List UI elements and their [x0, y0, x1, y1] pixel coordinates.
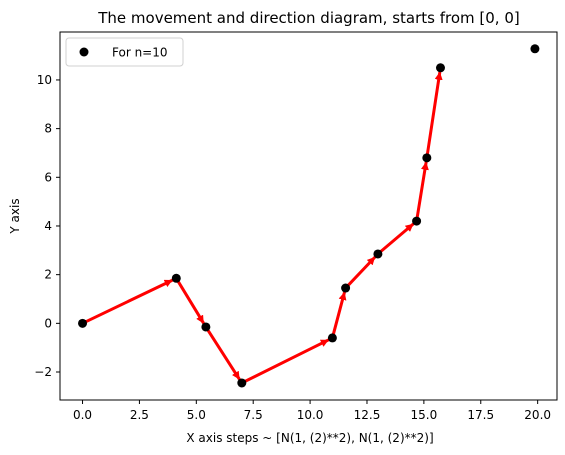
y-tick-label: 8: [44, 122, 52, 136]
y-tick-label: 0: [44, 316, 52, 330]
y-tick-label: 4: [44, 219, 52, 233]
step-arrow: [330, 291, 347, 340]
data-point: [412, 216, 422, 226]
data-point: [341, 283, 351, 293]
y-tick-label: 6: [44, 170, 52, 184]
step-arrow: [344, 256, 376, 290]
legend-box: [65, 37, 184, 67]
step-arrows: [81, 71, 443, 385]
step-arrow: [81, 278, 174, 325]
y-tick-label: 2: [44, 268, 52, 282]
x-tick-label: 2.5: [130, 408, 149, 422]
data-point: [530, 44, 540, 54]
x-tick-label: 17.5: [467, 408, 494, 422]
data-point: [171, 273, 181, 283]
step-arrow: [204, 325, 241, 381]
x-tick-label: 20.0: [524, 408, 551, 422]
legend-marker-icon: [79, 47, 89, 57]
x-tick-label: 12.5: [354, 408, 381, 422]
x-tick-label: 7.5: [244, 408, 263, 422]
y-axis-ticks: −2 0 2 4 6 8 10: [34, 73, 60, 379]
step-arrow: [376, 222, 415, 256]
data-point: [78, 318, 88, 328]
step-arrow: [240, 338, 330, 385]
legend-entry-label: For n=10: [112, 46, 168, 60]
step-arrow: [174, 276, 205, 325]
x-axis-label: X axis steps ~ [N(1, (2)**2), N(1, (2)**…: [186, 431, 433, 445]
x-axis-ticks: 0.0 2.5 5.0 7.5 10.0 12.5 15.0 17.5 20.0: [73, 400, 551, 422]
data-point: [327, 333, 337, 343]
data-point: [422, 153, 432, 163]
x-tick-label: 15.0: [411, 408, 438, 422]
x-tick-label: 10.0: [297, 408, 324, 422]
legend: For n=10: [65, 37, 184, 67]
data-point: [435, 63, 445, 73]
x-tick-label: 0.0: [73, 408, 92, 422]
data-point: [237, 378, 247, 388]
data-points: [78, 44, 540, 388]
plot-frame: [59, 31, 558, 401]
y-tick-label: 10: [37, 73, 52, 87]
x-tick-label: 5.0: [187, 408, 206, 422]
data-point: [201, 322, 211, 332]
chart-title: The movement and direction diagram, star…: [97, 9, 519, 27]
step-arrow: [425, 71, 443, 160]
y-axis-label: Y axis: [8, 198, 22, 234]
step-arrow: [415, 161, 429, 223]
data-point: [373, 249, 383, 259]
y-tick-label: −2: [34, 365, 52, 379]
